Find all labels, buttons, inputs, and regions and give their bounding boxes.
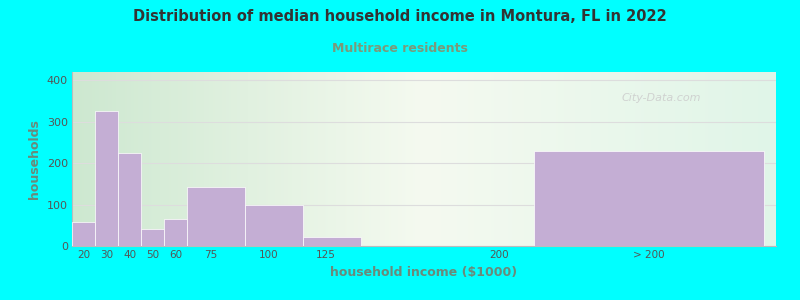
Bar [534,151,765,246]
Bar [95,110,118,246]
Text: City-Data.com: City-Data.com [621,93,701,103]
X-axis label: household income ($1000): household income ($1000) [330,266,518,279]
Bar [187,187,245,246]
Bar [245,206,303,246]
Bar [142,230,164,246]
Bar [118,153,142,246]
Bar [72,222,95,246]
Bar [164,219,187,246]
Text: Distribution of median household income in Montura, FL in 2022: Distribution of median household income … [133,9,667,24]
Bar [303,237,361,246]
Text: Multirace residents: Multirace residents [332,42,468,55]
Y-axis label: households: households [28,119,41,199]
